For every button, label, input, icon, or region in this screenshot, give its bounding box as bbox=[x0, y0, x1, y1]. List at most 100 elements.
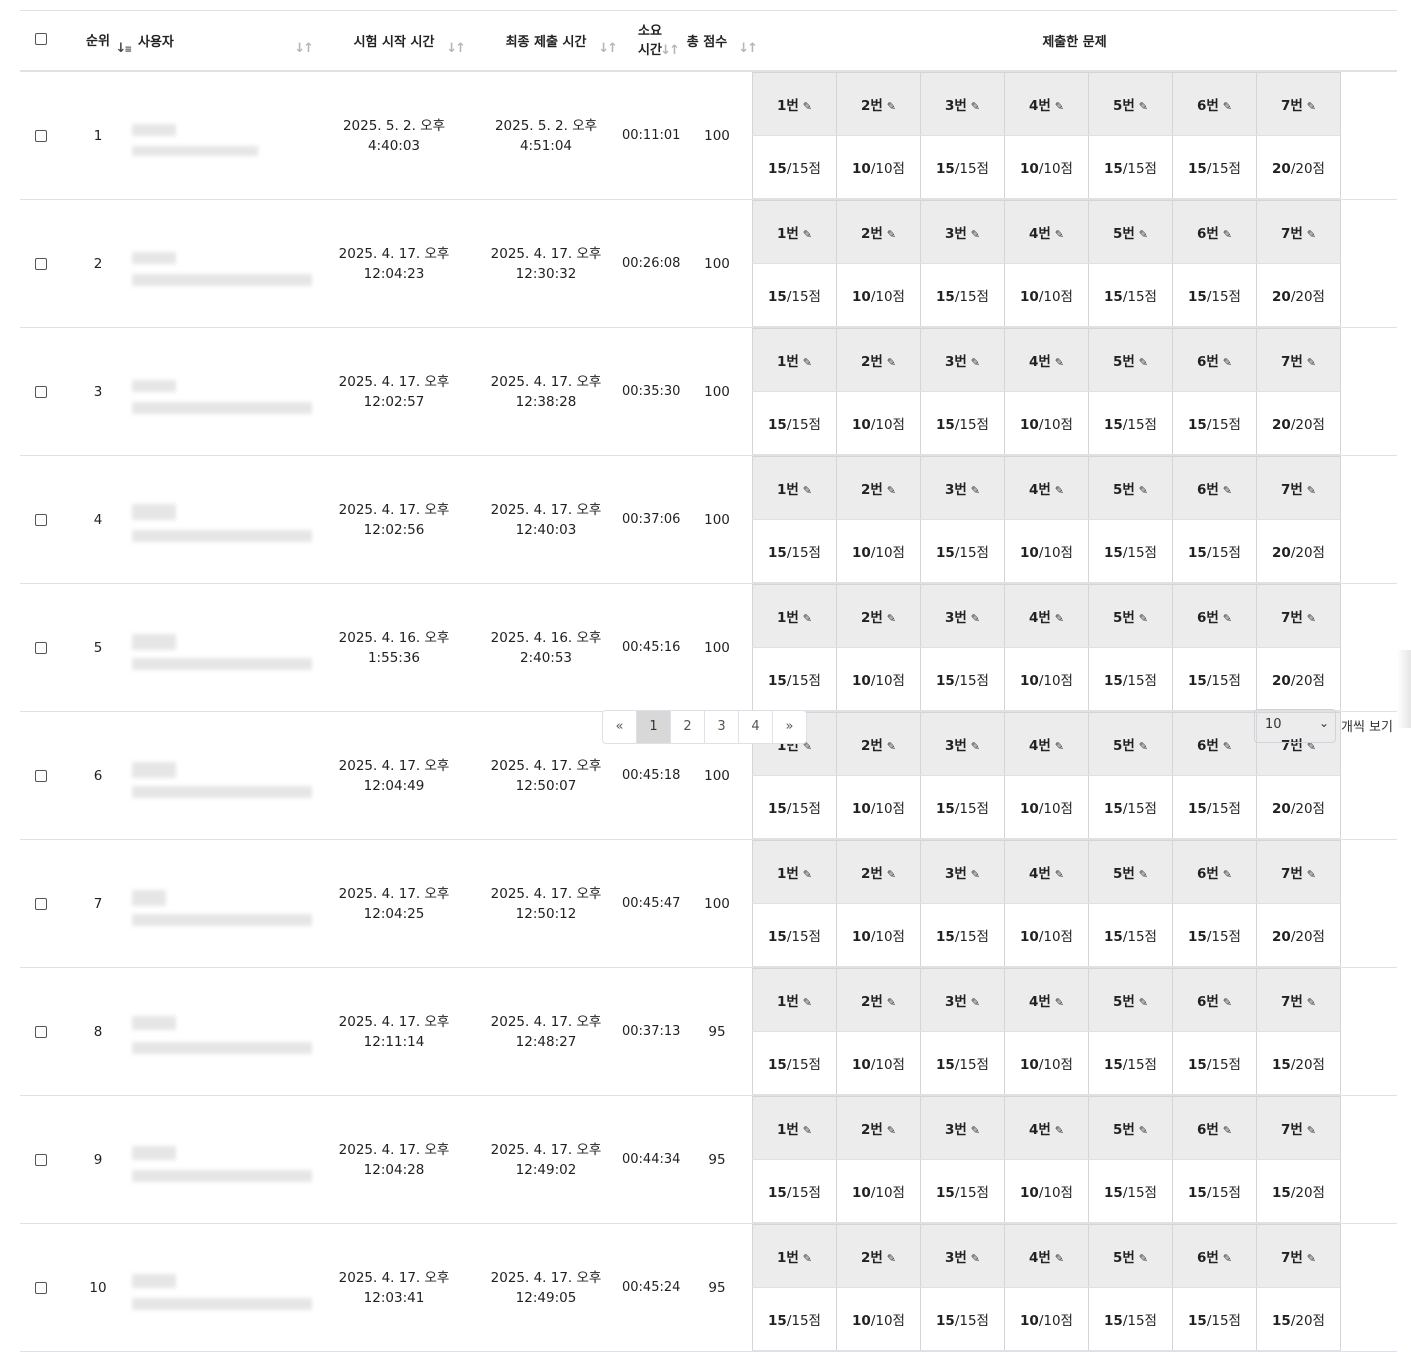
header-duration[interactable]: 소요 시간 ↓↑ bbox=[622, 11, 680, 72]
problem-label-cell[interactable]: 5번 ✎ bbox=[1088, 200, 1173, 264]
problem-label-cell[interactable]: 4번 ✎ bbox=[1004, 456, 1089, 520]
pencil-icon[interactable]: ✎ bbox=[1138, 356, 1149, 369]
pencil-icon[interactable]: ✎ bbox=[1222, 996, 1233, 1009]
problem-label-cell[interactable]: 5번 ✎ bbox=[1088, 72, 1173, 136]
problem-label-cell[interactable]: 1번 ✎ bbox=[752, 456, 837, 520]
pencil-icon[interactable]: ✎ bbox=[970, 612, 981, 625]
problem-label-cell[interactable]: 3번 ✎ bbox=[920, 840, 1005, 904]
pencil-icon[interactable]: ✎ bbox=[1054, 1124, 1065, 1137]
pencil-icon[interactable]: ✎ bbox=[1306, 228, 1317, 241]
pagination-page-3[interactable]: 3 bbox=[704, 710, 739, 744]
pencil-icon[interactable]: ✎ bbox=[970, 484, 981, 497]
problem-label-cell[interactable]: 7번 ✎ bbox=[1256, 1096, 1341, 1160]
pencil-icon[interactable]: ✎ bbox=[802, 228, 813, 241]
pencil-icon[interactable]: ✎ bbox=[1054, 228, 1065, 241]
problem-label-cell[interactable]: 7번 ✎ bbox=[1256, 1224, 1341, 1288]
pencil-icon[interactable]: ✎ bbox=[1054, 484, 1065, 497]
problem-label-cell[interactable]: 1번 ✎ bbox=[752, 200, 837, 264]
pencil-icon[interactable]: ✎ bbox=[886, 484, 897, 497]
pencil-icon[interactable]: ✎ bbox=[1138, 1124, 1149, 1137]
pagination-prev[interactable]: « bbox=[602, 710, 637, 744]
per-page-select[interactable]: 10 ⌄ bbox=[1254, 709, 1336, 743]
pencil-icon[interactable]: ✎ bbox=[886, 868, 897, 881]
problem-label-cell[interactable]: 4번 ✎ bbox=[1004, 584, 1089, 648]
problem-label-cell[interactable]: 3번 ✎ bbox=[920, 200, 1005, 264]
pencil-icon[interactable]: ✎ bbox=[802, 356, 813, 369]
pencil-icon[interactable]: ✎ bbox=[1138, 1252, 1149, 1265]
problem-label-cell[interactable]: 2번 ✎ bbox=[836, 72, 921, 136]
sort-icon[interactable]: ↓↑ bbox=[446, 41, 466, 56]
pencil-icon[interactable]: ✎ bbox=[1306, 1252, 1317, 1265]
pencil-icon[interactable]: ✎ bbox=[970, 740, 981, 753]
problem-label-cell[interactable]: 7번 ✎ bbox=[1256, 200, 1341, 264]
pencil-icon[interactable]: ✎ bbox=[886, 100, 897, 113]
pencil-icon[interactable]: ✎ bbox=[1222, 612, 1233, 625]
row-select-cell[interactable] bbox=[20, 711, 62, 840]
problem-label-cell[interactable]: 7번 ✎ bbox=[1256, 840, 1341, 904]
problem-label-cell[interactable]: 4번 ✎ bbox=[1004, 712, 1089, 776]
row-select-cell[interactable] bbox=[20, 967, 62, 1096]
pencil-icon[interactable]: ✎ bbox=[1138, 868, 1149, 881]
pencil-icon[interactable]: ✎ bbox=[1138, 996, 1149, 1009]
pencil-icon[interactable]: ✎ bbox=[970, 1124, 981, 1137]
pencil-icon[interactable]: ✎ bbox=[1222, 1252, 1233, 1265]
problem-label-cell[interactable]: 2번 ✎ bbox=[836, 1224, 921, 1288]
pencil-icon[interactable]: ✎ bbox=[1222, 740, 1233, 753]
problem-label-cell[interactable]: 3번 ✎ bbox=[920, 1224, 1005, 1288]
pencil-icon[interactable]: ✎ bbox=[802, 996, 813, 1009]
row-select-cell[interactable] bbox=[20, 327, 62, 456]
pencil-icon[interactable]: ✎ bbox=[802, 100, 813, 113]
problem-label-cell[interactable]: 4번 ✎ bbox=[1004, 200, 1089, 264]
sort-icon[interactable]: ↓↑ bbox=[294, 41, 314, 56]
row-checkbox[interactable] bbox=[35, 1025, 47, 1038]
pencil-icon[interactable]: ✎ bbox=[1306, 996, 1317, 1009]
problem-label-cell[interactable]: 6번 ✎ bbox=[1172, 200, 1257, 264]
pencil-icon[interactable]: ✎ bbox=[886, 996, 897, 1009]
pencil-icon[interactable]: ✎ bbox=[802, 1124, 813, 1137]
problem-label-cell[interactable]: 6번 ✎ bbox=[1172, 328, 1257, 392]
pencil-icon[interactable]: ✎ bbox=[886, 612, 897, 625]
problem-label-cell[interactable]: 7번 ✎ bbox=[1256, 968, 1341, 1032]
problem-label-cell[interactable]: 7번 ✎ bbox=[1256, 328, 1341, 392]
problem-label-cell[interactable]: 5번 ✎ bbox=[1088, 712, 1173, 776]
problem-label-cell[interactable]: 7번 ✎ bbox=[1256, 72, 1341, 136]
problem-label-cell[interactable]: 2번 ✎ bbox=[836, 456, 921, 520]
header-select-all[interactable] bbox=[20, 11, 62, 72]
pencil-icon[interactable]: ✎ bbox=[1054, 740, 1065, 753]
problem-label-cell[interactable]: 1번 ✎ bbox=[752, 72, 837, 136]
pencil-icon[interactable]: ✎ bbox=[970, 356, 981, 369]
problem-label-cell[interactable]: 3번 ✎ bbox=[920, 712, 1005, 776]
pencil-icon[interactable]: ✎ bbox=[1306, 612, 1317, 625]
problem-label-cell[interactable]: 4번 ✎ bbox=[1004, 1224, 1089, 1288]
pencil-icon[interactable]: ✎ bbox=[1138, 740, 1149, 753]
problem-label-cell[interactable]: 1번 ✎ bbox=[752, 584, 837, 648]
row-checkbox[interactable] bbox=[35, 641, 47, 654]
row-select-cell[interactable] bbox=[20, 583, 62, 712]
row-checkbox[interactable] bbox=[35, 129, 47, 142]
problem-label-cell[interactable]: 6번 ✎ bbox=[1172, 840, 1257, 904]
pencil-icon[interactable]: ✎ bbox=[1306, 100, 1317, 113]
problem-label-cell[interactable]: 5번 ✎ bbox=[1088, 968, 1173, 1032]
header-final-submit[interactable]: 최종 제출 시간 ↓↑ bbox=[470, 11, 622, 72]
problem-label-cell[interactable]: 7번 ✎ bbox=[1256, 584, 1341, 648]
problem-label-cell[interactable]: 6번 ✎ bbox=[1172, 1096, 1257, 1160]
pencil-icon[interactable]: ✎ bbox=[1138, 612, 1149, 625]
pencil-icon[interactable]: ✎ bbox=[1222, 100, 1233, 113]
pencil-icon[interactable]: ✎ bbox=[1054, 100, 1065, 113]
row-checkbox[interactable] bbox=[35, 1281, 47, 1294]
pencil-icon[interactable]: ✎ bbox=[1222, 228, 1233, 241]
problem-label-cell[interactable]: 4번 ✎ bbox=[1004, 72, 1089, 136]
pencil-icon[interactable]: ✎ bbox=[970, 996, 981, 1009]
row-select-cell[interactable] bbox=[20, 71, 62, 200]
header-total-score[interactable]: 총 점수 ↓↑ bbox=[678, 11, 758, 72]
pencil-icon[interactable]: ✎ bbox=[1306, 356, 1317, 369]
problem-label-cell[interactable]: 2번 ✎ bbox=[836, 968, 921, 1032]
pagination-page-1[interactable]: 1 bbox=[636, 710, 671, 744]
problem-label-cell[interactable]: 7번 ✎ bbox=[1256, 456, 1341, 520]
row-checkbox[interactable] bbox=[35, 769, 47, 782]
problem-label-cell[interactable]: 3번 ✎ bbox=[920, 968, 1005, 1032]
problem-label-cell[interactable]: 1번 ✎ bbox=[752, 1224, 837, 1288]
pencil-icon[interactable]: ✎ bbox=[886, 1252, 897, 1265]
pencil-icon[interactable]: ✎ bbox=[1054, 996, 1065, 1009]
problem-label-cell[interactable]: 5번 ✎ bbox=[1088, 328, 1173, 392]
